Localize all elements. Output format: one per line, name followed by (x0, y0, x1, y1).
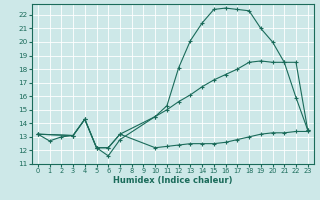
X-axis label: Humidex (Indice chaleur): Humidex (Indice chaleur) (113, 176, 233, 185)
